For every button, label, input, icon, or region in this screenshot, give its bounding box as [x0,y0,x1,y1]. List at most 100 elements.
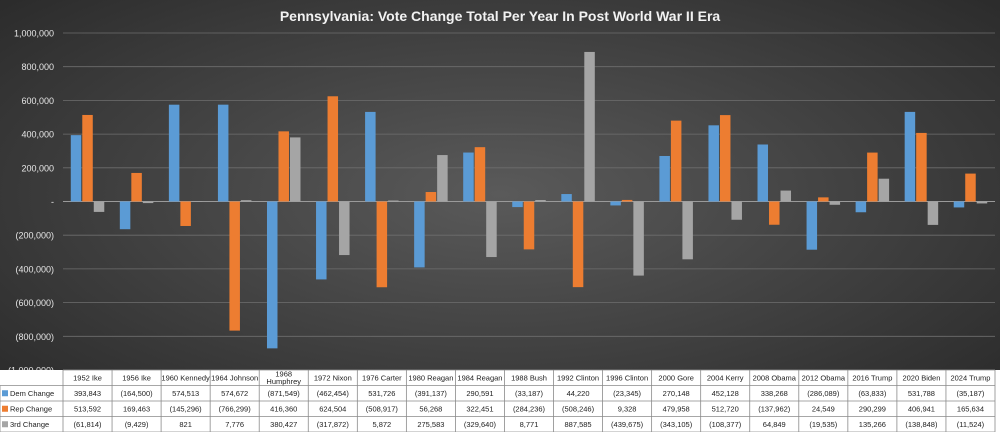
data-label: 513,592 [74,405,101,414]
data-label: 531,726 [368,389,395,398]
data-label: 5,872 [372,420,391,429]
bar [855,201,867,213]
data-label: 8,771 [520,420,539,429]
data-label: 887,585 [564,420,591,429]
bar [965,173,976,202]
data-label: 380,427 [270,420,297,429]
bar [757,144,769,202]
bars [70,51,988,349]
bar [633,201,644,276]
bar [878,178,890,202]
bar [829,201,841,205]
data-label: 574,513 [172,389,199,398]
category-label: 1992 Clinton [557,374,599,383]
data-label: (23,345) [613,389,641,398]
legend-key [2,390,8,397]
y-tick-label: 200,000 [21,163,54,173]
category-label: 1996 Clinton [606,374,648,383]
bar [610,201,621,206]
bar [191,201,203,202]
data-label: 290,299 [859,405,886,414]
data-label: 531,788 [908,389,935,398]
bar [584,51,595,202]
legend-key [2,405,8,412]
bar [376,201,388,288]
y-tick-label: - [51,197,54,207]
category-label: 1988 Bush [511,374,547,383]
bar [414,201,425,268]
data-label: 275,583 [417,420,444,429]
data-label: (61,814) [74,420,102,429]
data-label: (329,640) [464,420,497,429]
data-label: (439,675) [611,420,644,429]
category-label: 1960 Kennedy [161,374,210,383]
bar [769,201,780,225]
data-label: 338,268 [761,389,788,398]
bar [70,135,82,202]
data-label: 574,672 [221,389,248,398]
bar [82,114,93,202]
series-name: 3rd Change [10,420,49,429]
bar [867,152,878,202]
y-tick-label: 400,000 [21,130,54,140]
chart-title: Pennsylvania: Vote Change Total Per Year… [280,8,721,24]
data-label: 452,128 [712,389,739,398]
bar [131,172,142,202]
data-label: (138,848) [905,420,938,429]
data-label: (766,299) [219,405,252,414]
data-label: (508,246) [562,405,595,414]
data-label: (871,549) [268,389,301,398]
y-tick-label: (400,000) [15,264,54,274]
data-label: 322,451 [466,405,493,414]
data-label: 169,463 [123,405,150,414]
data-label: 24,549 [812,405,835,414]
bar [119,201,131,230]
data-label: (9,429) [125,420,149,429]
data-label: 44,220 [567,389,590,398]
data-label: 7,776 [225,420,244,429]
bar [731,201,742,220]
data-label: 165,634 [957,405,984,414]
bar [474,147,486,202]
data-label: (63,833) [858,389,886,398]
data-label: (11,524) [957,420,985,429]
data-label: 270,148 [663,389,690,398]
bar [316,201,327,280]
data-label: 64,849 [763,420,786,429]
category-label: 2020 Biden [902,374,940,383]
data-label: (164,500) [121,389,154,398]
bar [512,201,523,208]
data-label: 393,843 [74,389,101,398]
data-label: (137,962) [758,405,791,414]
bar [621,199,633,202]
data-label: 512,720 [712,405,739,414]
category-label: 2000 Gore [658,374,693,383]
data-table: 1952 Ike 1956 Ike 1960 Kennedy 1964 Johnson… [0,370,1000,432]
data-label: (286,089) [807,389,840,398]
bar [217,104,229,202]
data-label: 135,266 [859,420,886,429]
category-label: 2016 Trump [852,374,892,383]
data-label: 479,958 [663,405,690,414]
data-label: 624,504 [319,405,346,414]
bar [463,152,474,202]
bar [339,201,350,256]
category-label: 1976 Carter [362,374,402,383]
data-label: 821 [179,420,192,429]
bar [708,125,719,202]
category-label: 1984 Reagan [457,374,502,383]
data-label: 406,941 [908,405,935,414]
y-tick-label: 1,000,000 [14,29,54,39]
bar [682,201,693,260]
data-label: 9,328 [618,405,637,414]
y-tick-label: 600,000 [21,96,54,106]
bar [180,201,191,226]
data-label: (145,296) [170,405,203,414]
bar [670,120,682,202]
category-label: 2024 Trump [950,374,990,383]
category-label: 1980 Reagan [408,374,453,383]
bar [927,201,939,225]
bar [953,201,965,208]
data-label: 416,360 [270,405,297,414]
